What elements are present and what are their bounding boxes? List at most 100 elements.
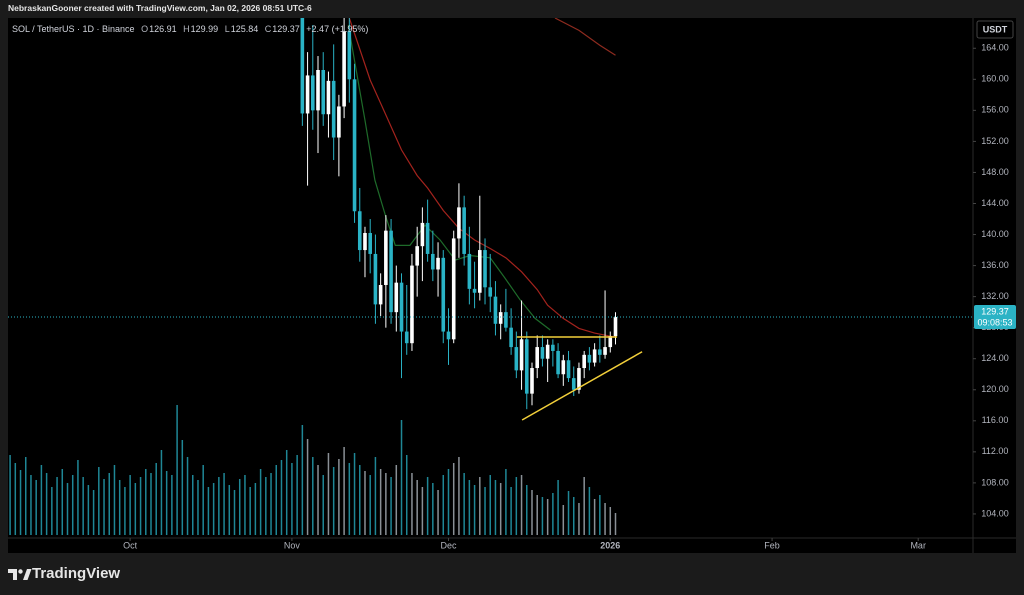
y-tick-label: 144.00 bbox=[981, 198, 1009, 208]
ohlc-letter: L bbox=[224, 24, 230, 34]
candle-body bbox=[300, 18, 305, 114]
volume-bar bbox=[426, 477, 429, 535]
volume-bar bbox=[275, 465, 278, 535]
candle-body bbox=[378, 284, 383, 305]
volume-bar bbox=[526, 485, 528, 535]
candle-body bbox=[493, 296, 498, 324]
y-tick-label: 116.00 bbox=[982, 415, 1009, 425]
volume-bar bbox=[176, 405, 178, 535]
y-tick-label: 132.00 bbox=[981, 291, 1009, 301]
candle-body bbox=[561, 360, 566, 375]
candle-body bbox=[363, 232, 367, 251]
candle-body bbox=[446, 331, 451, 340]
legend: SOL / TetherUS · 1D · Binance O126.91 H1… bbox=[12, 24, 369, 34]
volume-bar bbox=[432, 483, 434, 535]
volume-bar bbox=[87, 485, 90, 535]
attribution: NebraskanGooner created with TradingView… bbox=[8, 3, 312, 13]
candle-body bbox=[462, 207, 466, 254]
candle-body bbox=[389, 230, 393, 313]
y-tick-label: 120.00 bbox=[981, 384, 1009, 394]
volume-bar bbox=[552, 493, 554, 535]
candle-body bbox=[540, 347, 545, 359]
volume-bar bbox=[118, 480, 121, 535]
volume-bar bbox=[207, 487, 210, 535]
x-tick-label: Feb bbox=[764, 540, 780, 550]
currency-button[interactable] bbox=[976, 20, 1014, 39]
volume-bar bbox=[578, 503, 580, 535]
volume-bar bbox=[312, 457, 314, 535]
ohlc-value: 126.91 bbox=[149, 24, 177, 34]
volume-bar bbox=[421, 487, 424, 535]
volume-bar bbox=[588, 487, 591, 535]
volume-bar bbox=[66, 483, 69, 535]
volume-bar bbox=[197, 480, 199, 535]
candle-body bbox=[577, 368, 581, 390]
candle-body bbox=[342, 31, 346, 107]
volume-bar bbox=[567, 491, 570, 535]
volume-bar bbox=[192, 475, 194, 535]
volume-bar bbox=[479, 477, 481, 535]
currency-label[interactable]: USDT bbox=[983, 24, 1008, 34]
y-tick-label: 148.00 bbox=[981, 167, 1009, 177]
volume-bar bbox=[510, 487, 512, 535]
brand: TradingView bbox=[32, 565, 121, 582]
candle-body bbox=[326, 80, 331, 115]
y-tick-label: 164.00 bbox=[981, 43, 1009, 53]
volume-bar bbox=[405, 455, 408, 535]
volume-bar bbox=[45, 473, 48, 535]
volume-bar bbox=[343, 447, 345, 535]
volume-bar bbox=[77, 460, 79, 535]
candle-body bbox=[420, 222, 425, 247]
x-tick-label: Nov bbox=[284, 540, 301, 550]
moving-average bbox=[348, 18, 616, 338]
ohlc-value: 129.99 bbox=[190, 24, 219, 34]
candle-body bbox=[509, 327, 513, 348]
volume-bar bbox=[98, 467, 100, 535]
volume-bar bbox=[452, 463, 455, 535]
volume-bar bbox=[411, 473, 413, 535]
volume-bar bbox=[103, 479, 105, 535]
volume-bar bbox=[265, 477, 267, 535]
volume-bar bbox=[129, 475, 131, 535]
last-price-label: 129.37 bbox=[981, 306, 1009, 316]
volume-bar bbox=[520, 475, 523, 535]
volume-bar bbox=[327, 453, 330, 535]
candle-body bbox=[582, 354, 586, 369]
candle-body bbox=[587, 354, 592, 363]
volume-bar bbox=[473, 485, 476, 535]
symbol: SOL / TetherUS · 1D · Binance bbox=[12, 24, 135, 34]
candle-body bbox=[347, 31, 352, 80]
candle-body bbox=[368, 232, 373, 254]
volume-bar bbox=[604, 503, 606, 535]
volume-bar bbox=[463, 473, 465, 535]
volume-bar bbox=[338, 459, 340, 535]
volume-bar bbox=[181, 440, 184, 535]
candle-body bbox=[571, 378, 576, 390]
volume-bar bbox=[494, 480, 497, 535]
ohlc-value: 129.37 bbox=[272, 24, 300, 34]
candle-body bbox=[551, 344, 555, 351]
volume-bar bbox=[359, 465, 361, 535]
ohlc-letter: H bbox=[183, 24, 190, 34]
candle-body bbox=[530, 368, 534, 394]
candle-body bbox=[613, 317, 618, 337]
volume-bar bbox=[583, 477, 585, 535]
volume-bar bbox=[395, 465, 398, 535]
candle-body bbox=[441, 257, 446, 332]
volume-bar bbox=[155, 463, 157, 535]
candle-body bbox=[321, 70, 326, 115]
volume-bar bbox=[51, 487, 53, 535]
volume-bar bbox=[499, 483, 502, 535]
candle-body bbox=[478, 250, 482, 293]
volume-bar bbox=[562, 505, 565, 535]
candle-body bbox=[352, 79, 357, 212]
volume-bar bbox=[489, 475, 491, 535]
x-tick-label: 2026 bbox=[600, 540, 620, 550]
ohlc-value: 125.84 bbox=[230, 24, 259, 34]
candle-body bbox=[472, 288, 477, 293]
y-tick-label: 124.00 bbox=[981, 353, 1009, 363]
volume-bar bbox=[171, 475, 173, 535]
volume-bar bbox=[385, 473, 387, 535]
volume-bar bbox=[364, 471, 366, 535]
